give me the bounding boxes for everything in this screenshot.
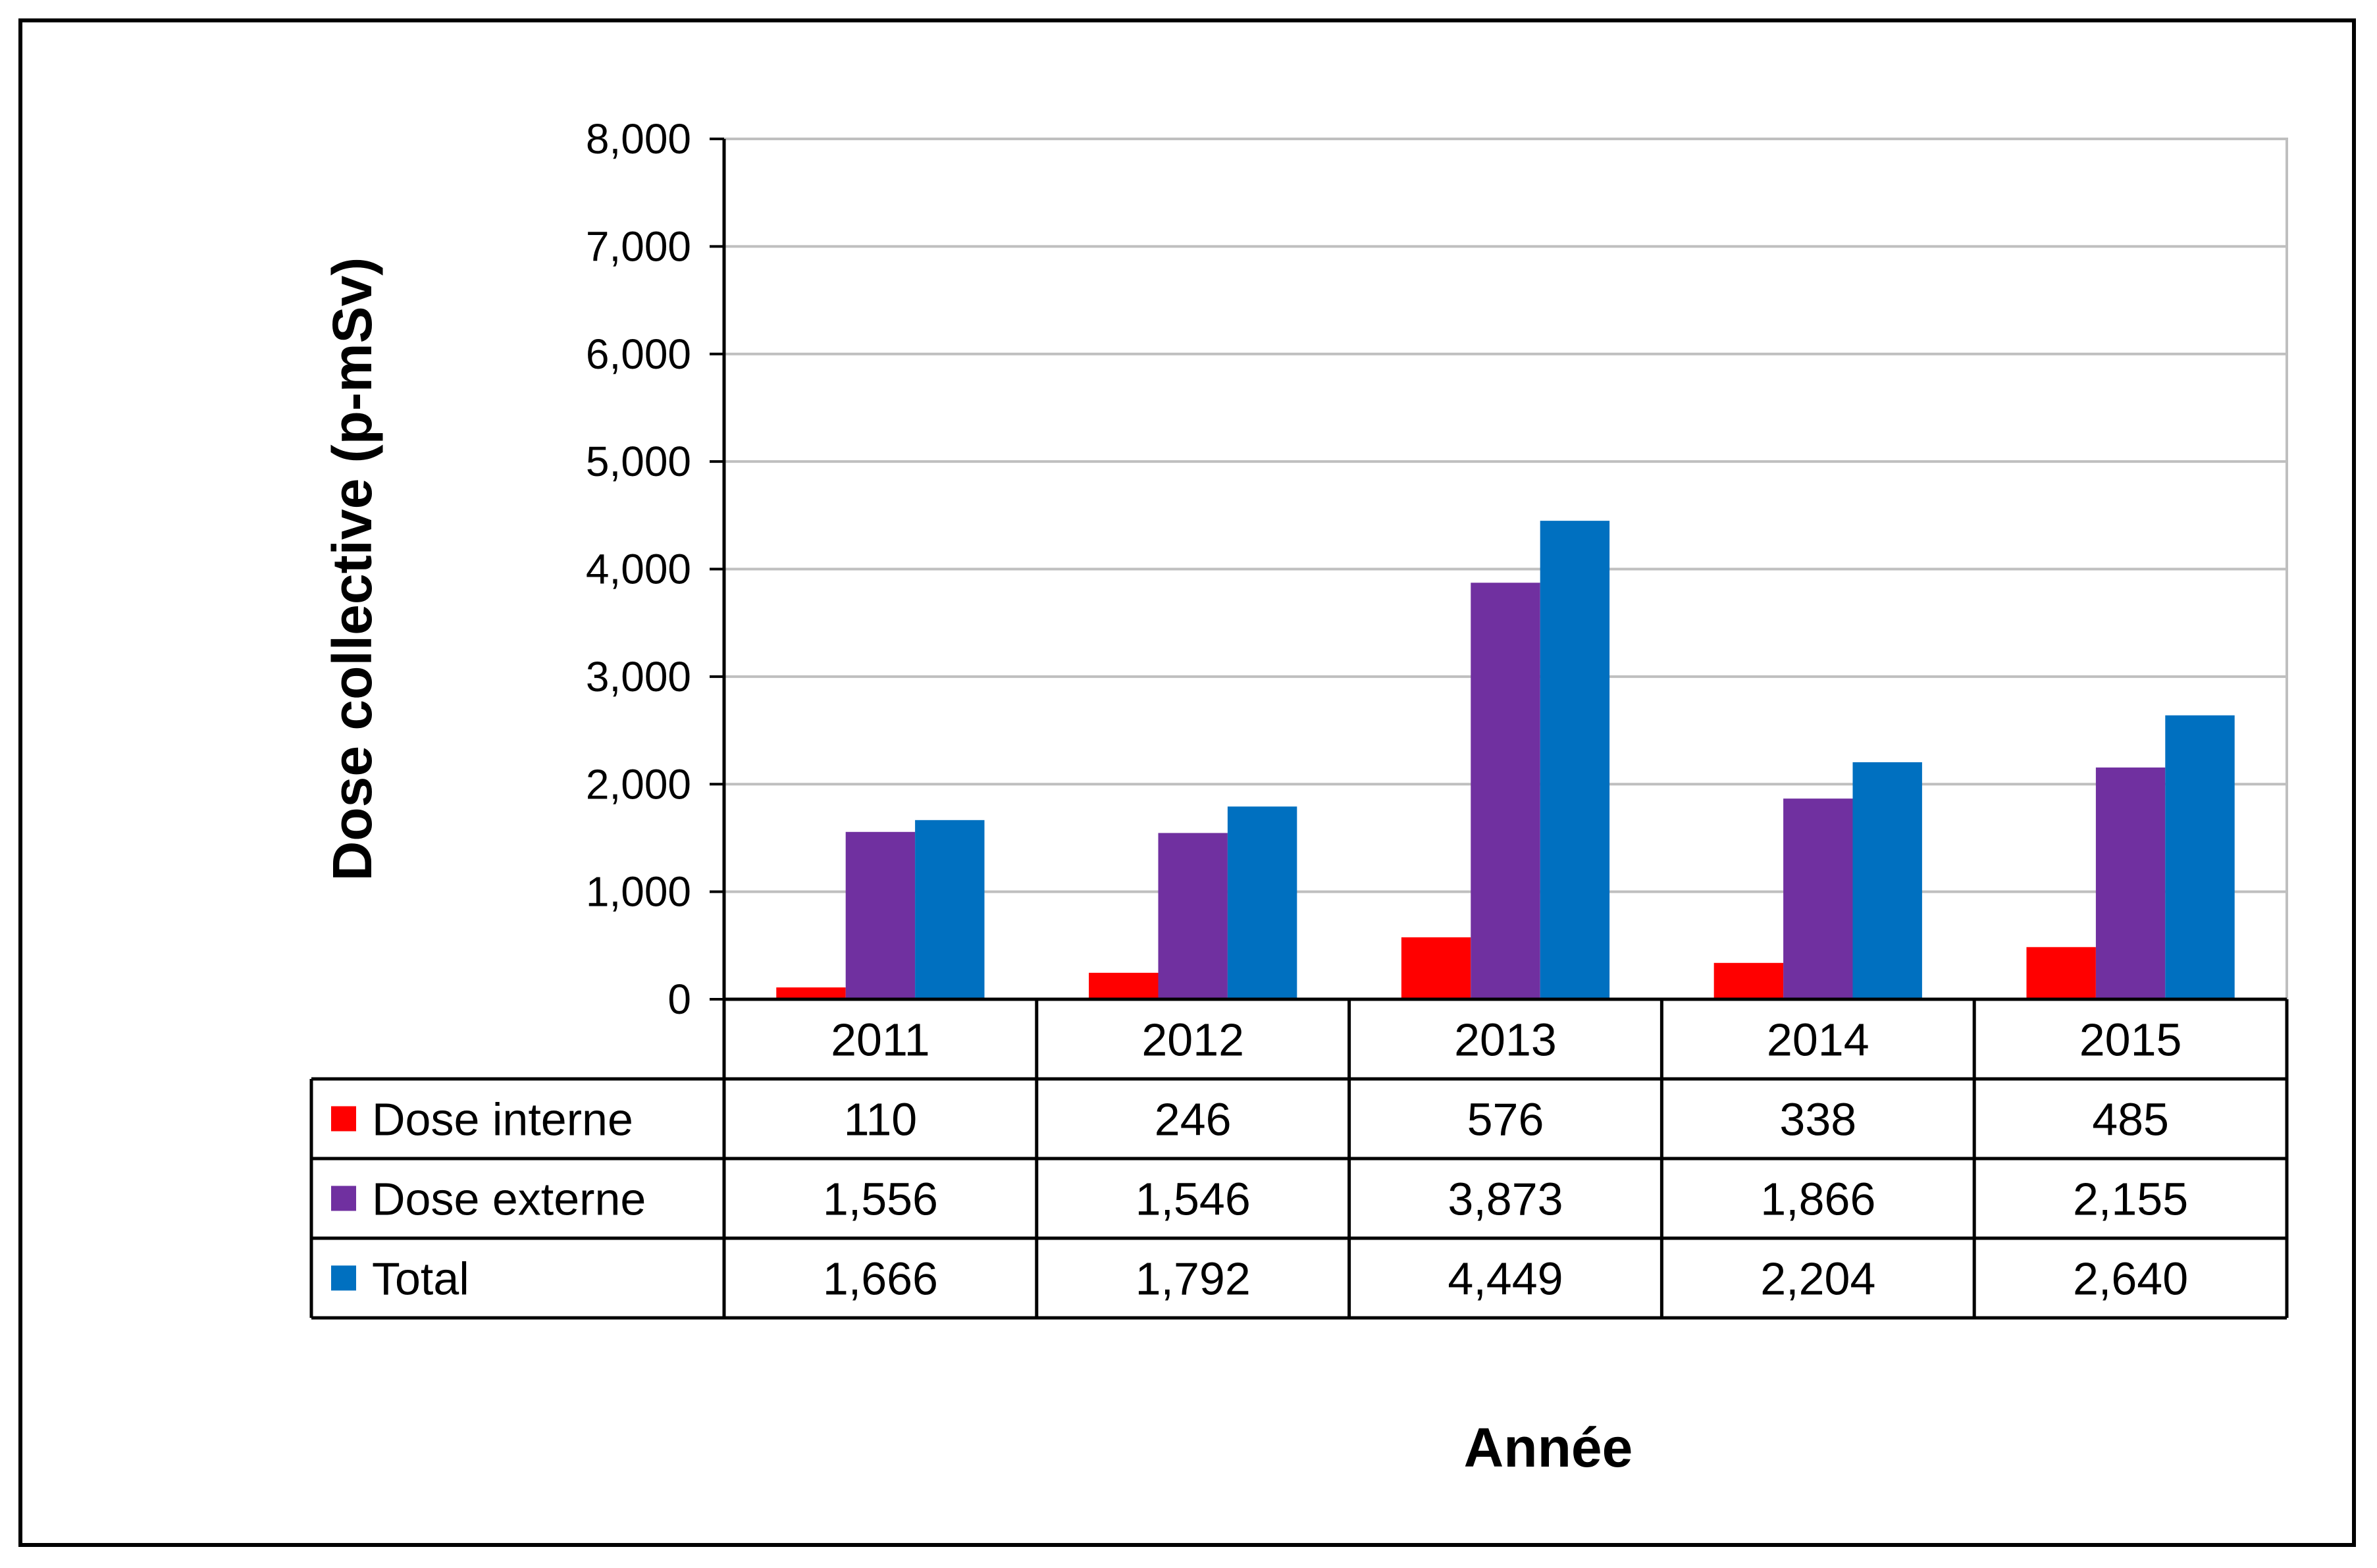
data-label: 1,666 (823, 1253, 938, 1305)
data-label: 2,155 (2073, 1174, 2188, 1225)
data-label: 1,556 (823, 1174, 938, 1225)
legend-key-dose-interne (331, 1106, 356, 1132)
data-label: 1,866 (1760, 1174, 1875, 1225)
x-tick-label: 2015 (2079, 1014, 2182, 1066)
y-axis-title: Dose collective (p-mSv) (321, 257, 383, 881)
data-label: 110 (844, 1094, 918, 1145)
legend-label-dose-interne: Dose interne (372, 1094, 633, 1145)
data-label: 1,792 (1136, 1253, 1251, 1305)
bar-total (1852, 762, 1922, 999)
x-tick-label: 2014 (1767, 1014, 1869, 1066)
bar-dose-externe (1471, 583, 1540, 999)
bar-dose-externe (1783, 798, 1853, 999)
data-label: 246 (1155, 1094, 1232, 1145)
data-label: 338 (1779, 1094, 1856, 1145)
bar-dose-interne (776, 987, 846, 999)
bar-dose-interne (1713, 962, 1784, 999)
bar-dose-externe (845, 831, 916, 999)
bar-dose-externe (1158, 833, 1228, 999)
bar-total (1540, 521, 1610, 999)
legend-label-dose-externe: Dose externe (372, 1174, 646, 1225)
y-tick-label: 6,000 (586, 330, 691, 378)
bar-total (1227, 806, 1297, 999)
bar-dose-interne (2026, 947, 2096, 999)
chart-frame (18, 18, 2356, 1547)
bar-total (2165, 715, 2235, 999)
data-label: 3,873 (1448, 1174, 1563, 1225)
x-tick-label: 2011 (831, 1014, 930, 1066)
bar-dose-interne (1401, 937, 1471, 999)
y-tick-label: 8,000 (586, 115, 691, 163)
y-tick-label: 5,000 (586, 438, 691, 485)
data-label: 4,449 (1448, 1253, 1563, 1305)
data-label: 2,204 (1760, 1253, 1875, 1305)
legend-label-total: Total (372, 1253, 469, 1305)
x-tick-label: 2013 (1454, 1014, 1557, 1066)
bar-dose-externe (2095, 767, 2166, 999)
data-label: 576 (1467, 1094, 1544, 1145)
data-label: 2,640 (2073, 1253, 2188, 1305)
legend-key-dose-externe (331, 1186, 356, 1211)
x-axis-title: Année (1464, 1417, 1633, 1478)
y-tick-label: 3,000 (586, 653, 691, 700)
y-tick-label: 4,000 (586, 546, 691, 593)
bar-total (915, 820, 985, 999)
y-tick-label: 2,000 (586, 760, 691, 808)
data-label: 485 (2092, 1094, 2169, 1145)
y-tick-label: 1,000 (586, 868, 691, 916)
legend-key-total (331, 1265, 356, 1291)
y-tick-label: 7,000 (586, 222, 691, 270)
data-label: 1,546 (1136, 1174, 1251, 1225)
y-tick-label: 0 (667, 976, 691, 1023)
bar-dose-interne (1089, 972, 1159, 999)
x-tick-label: 2012 (1141, 1014, 1244, 1066)
